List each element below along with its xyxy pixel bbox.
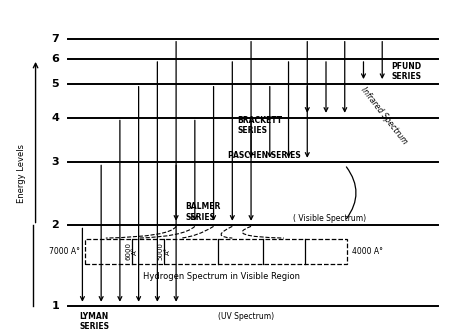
Text: 3: 3 bbox=[51, 158, 59, 167]
Text: ( Visible Spectrum): ( Visible Spectrum) bbox=[293, 214, 366, 223]
Text: Hydrogen Spectrum in Visible Region: Hydrogen Spectrum in Visible Region bbox=[143, 272, 300, 281]
Text: 2: 2 bbox=[51, 220, 59, 230]
Text: 7: 7 bbox=[51, 34, 59, 44]
Text: 1: 1 bbox=[51, 301, 59, 311]
Text: 5000
A°: 5000 A° bbox=[158, 242, 171, 260]
Text: PFUND
SERIES: PFUND SERIES bbox=[392, 62, 422, 81]
Text: BALMER
SERIES: BALMER SERIES bbox=[185, 203, 221, 222]
Text: 6000
A°: 6000 A° bbox=[125, 242, 138, 260]
Text: 5: 5 bbox=[51, 79, 59, 89]
Text: 4: 4 bbox=[51, 113, 59, 123]
Text: LYMAN
SERIES: LYMAN SERIES bbox=[79, 312, 109, 331]
Bar bbox=[85, 239, 347, 264]
Text: 4000 A°: 4000 A° bbox=[352, 247, 383, 256]
Text: Energy Levels: Energy Levels bbox=[17, 144, 26, 203]
Text: 6: 6 bbox=[51, 54, 59, 64]
Text: BRACKETT
SERIES: BRACKETT SERIES bbox=[237, 116, 282, 135]
Text: Infrared Spectrum: Infrared Spectrum bbox=[359, 85, 409, 145]
Text: 7000 A°: 7000 A° bbox=[49, 247, 80, 256]
Text: PASCHEN SERIES: PASCHEN SERIES bbox=[228, 151, 301, 160]
Text: (UV Spectrum): (UV Spectrum) bbox=[219, 312, 274, 321]
